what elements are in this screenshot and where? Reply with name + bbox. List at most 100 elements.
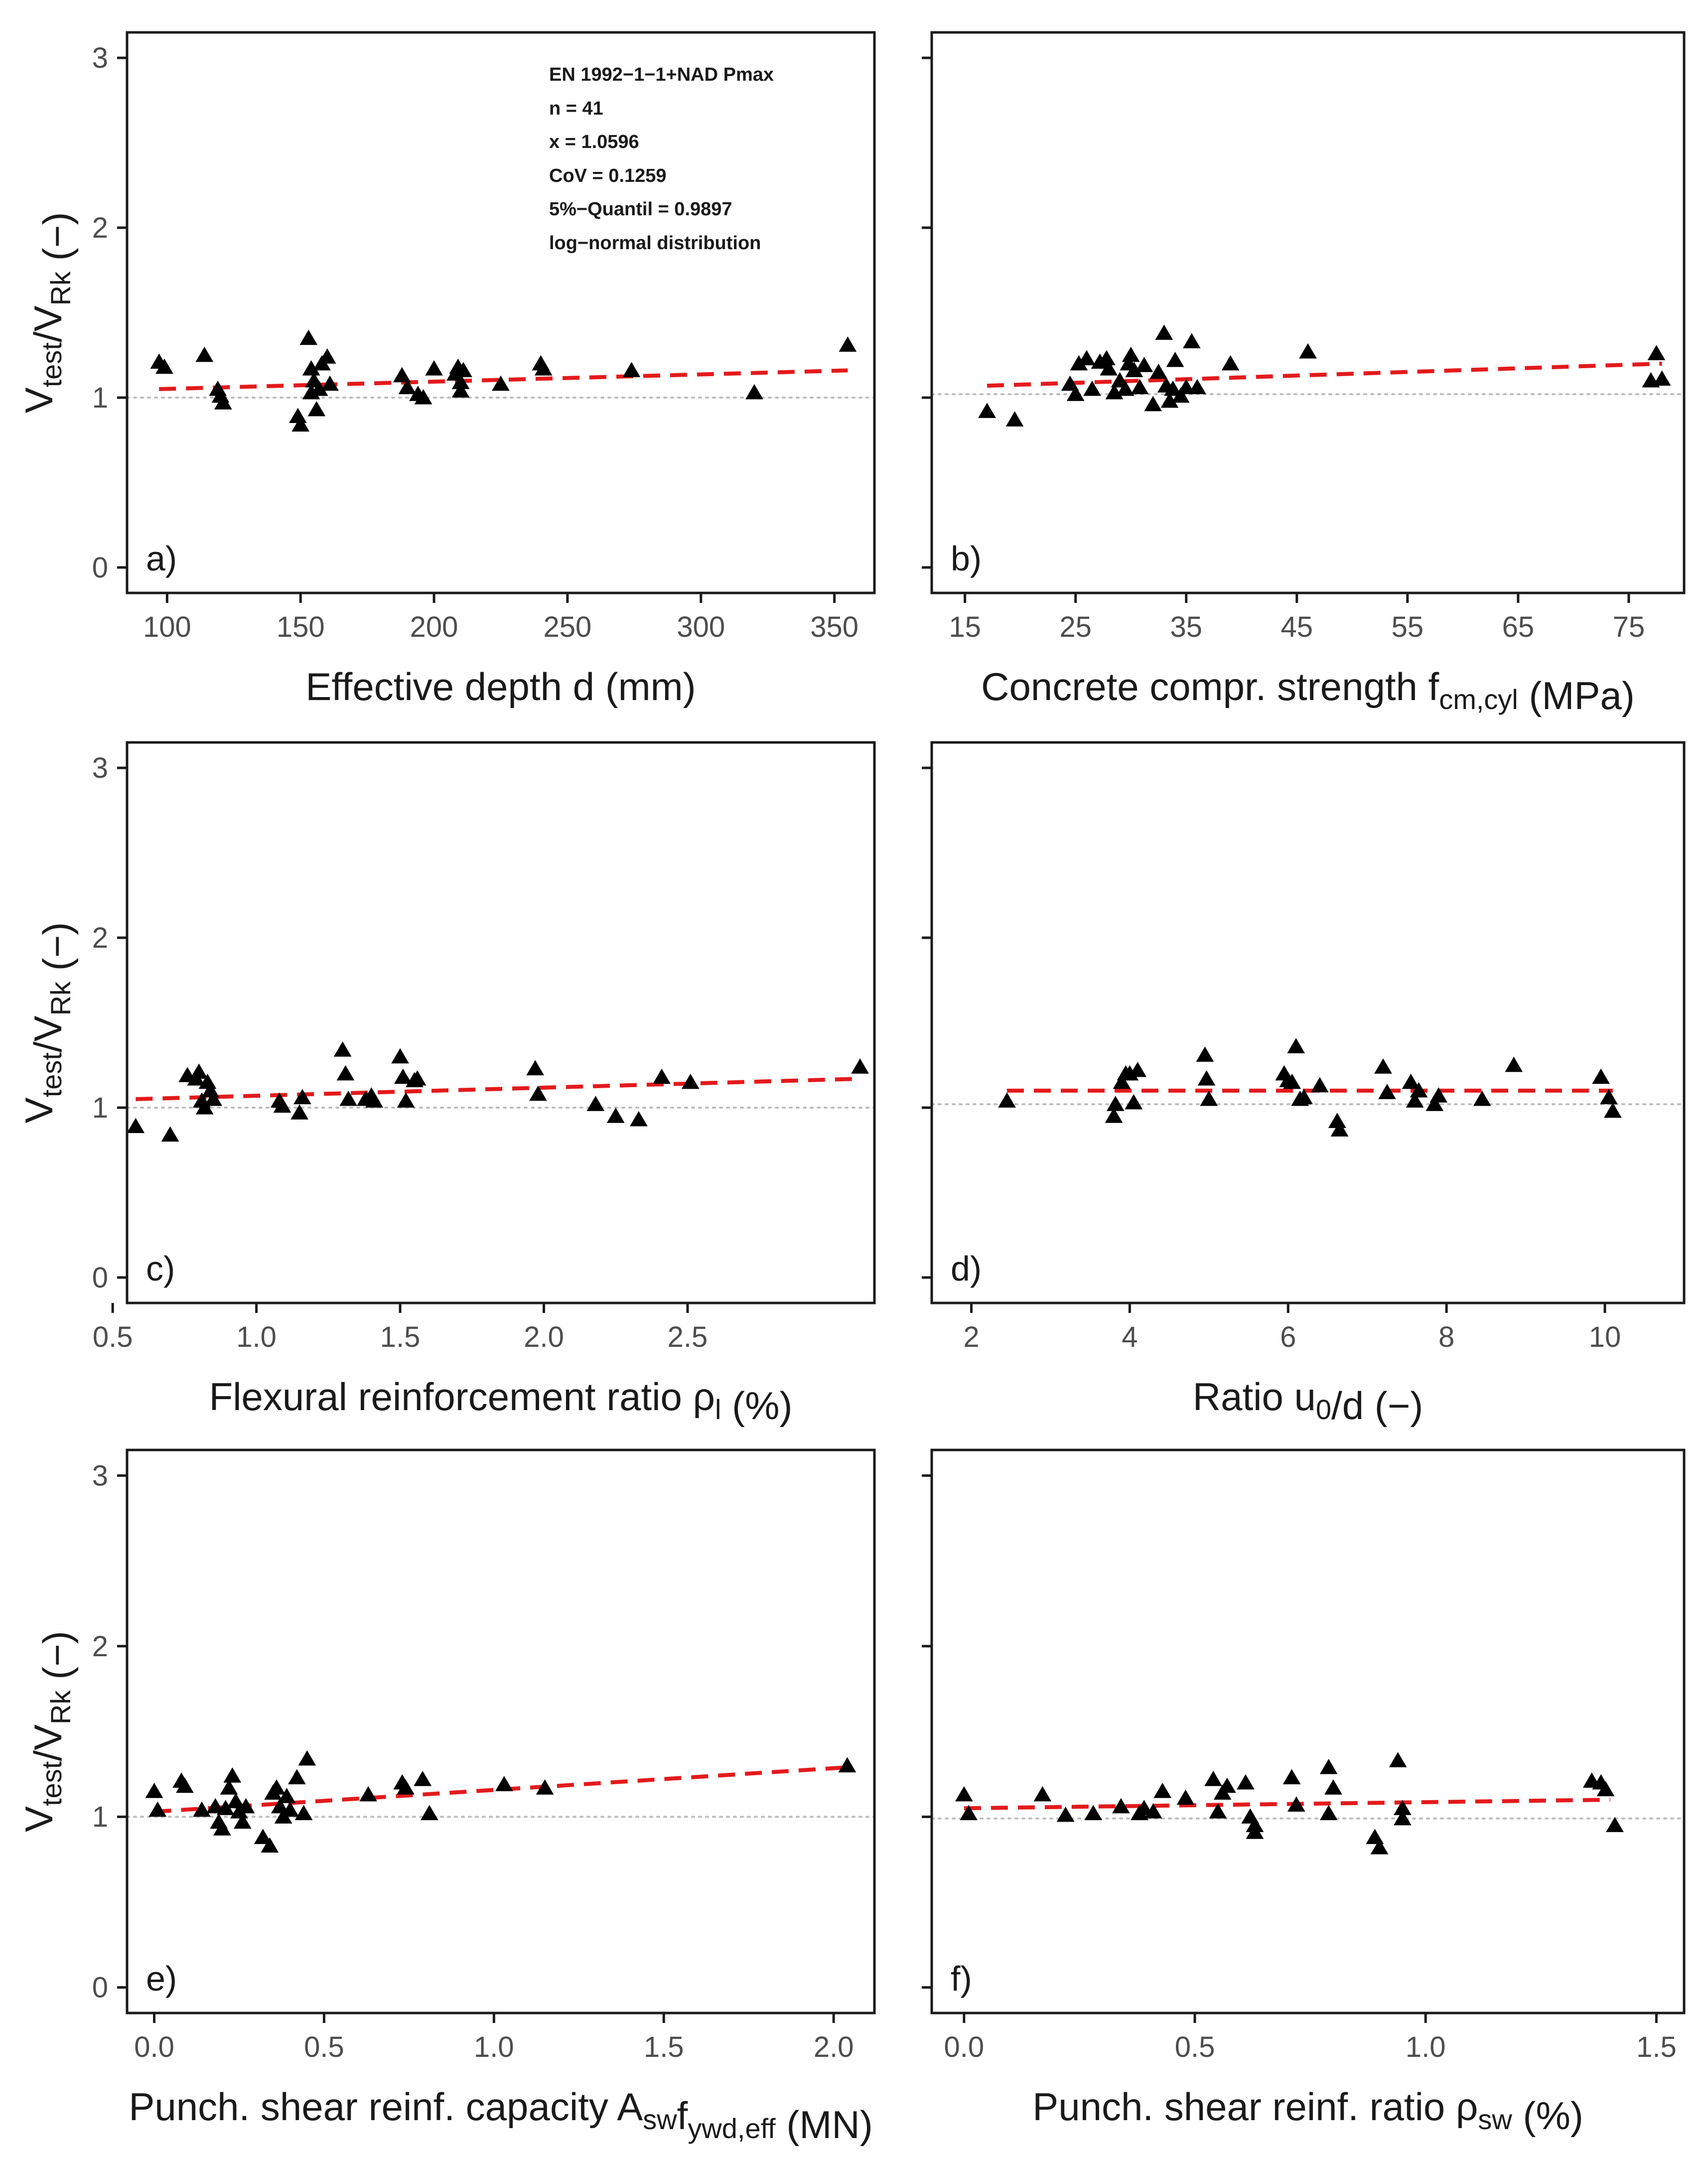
data-points bbox=[145, 1750, 856, 1853]
annotation-line-2: n = 41 bbox=[549, 98, 603, 119]
data-point bbox=[204, 1090, 222, 1106]
data-point bbox=[1122, 346, 1140, 362]
data-point bbox=[1116, 380, 1135, 396]
data-point bbox=[365, 1092, 384, 1108]
x-tick-label: 10 bbox=[1589, 1321, 1621, 1353]
data-point bbox=[1328, 1113, 1346, 1128]
data-point bbox=[195, 346, 214, 362]
data-point bbox=[1366, 1829, 1384, 1844]
x-tick-label: 65 bbox=[1502, 611, 1535, 643]
data-point bbox=[526, 1060, 545, 1076]
data-point bbox=[1246, 1824, 1264, 1839]
data-point bbox=[1410, 1082, 1428, 1098]
data-point bbox=[293, 1089, 311, 1105]
data-point bbox=[254, 1829, 272, 1844]
data-point bbox=[1153, 1782, 1172, 1798]
data-point bbox=[1129, 1061, 1147, 1077]
chart-panel: 0.0 0.5 1.0 1.5 f) Punch. shear reinf. ratio … bbox=[922, 1448, 1686, 2138]
trend-line bbox=[136, 1077, 860, 1101]
data-point bbox=[1113, 1073, 1131, 1089]
data-point bbox=[397, 1092, 415, 1108]
trend-line bbox=[987, 361, 1662, 388]
data-point bbox=[1505, 1056, 1523, 1072]
data-point bbox=[1061, 375, 1079, 391]
data-point bbox=[291, 416, 310, 432]
y-tick-label: 2 bbox=[92, 212, 108, 244]
y-tick-label: 3 bbox=[92, 752, 108, 784]
x-tick-label: 100 bbox=[143, 611, 191, 643]
y-tick-label: 2 bbox=[92, 922, 108, 954]
data-point bbox=[278, 1788, 296, 1803]
data-point bbox=[397, 1779, 415, 1795]
data-point bbox=[1402, 1073, 1420, 1089]
x-tick-label: 25 bbox=[1059, 611, 1092, 643]
panel-frame bbox=[126, 1448, 876, 2015]
data-point bbox=[536, 1779, 554, 1795]
data-point bbox=[321, 375, 339, 391]
data-point bbox=[161, 1126, 179, 1142]
data-point bbox=[190, 1063, 208, 1079]
data-point bbox=[1425, 1096, 1444, 1111]
x-tick-label: 75 bbox=[1613, 611, 1645, 643]
data-point bbox=[1182, 333, 1201, 349]
data-point bbox=[1218, 1777, 1236, 1793]
data-point bbox=[1188, 379, 1206, 395]
data-point bbox=[1200, 1090, 1218, 1106]
data-point bbox=[333, 1041, 352, 1057]
annotation-line-4: CoV = 0.1259 bbox=[549, 165, 667, 186]
data-point bbox=[495, 1776, 513, 1791]
y-axis-title: Vtest/VRk (−) bbox=[17, 922, 79, 1124]
data-point bbox=[1084, 1805, 1103, 1820]
data-point bbox=[529, 1085, 547, 1101]
trend-line bbox=[964, 1797, 1610, 1811]
data-point bbox=[1406, 1092, 1424, 1108]
data-point bbox=[1105, 1108, 1123, 1123]
x-axis-title: Ratio u0/d (−) bbox=[1193, 1375, 1423, 1428]
x-tick-label: 8 bbox=[1438, 1321, 1454, 1353]
data-point bbox=[336, 1065, 355, 1081]
data-point bbox=[1106, 1096, 1125, 1111]
data-point bbox=[1604, 1102, 1622, 1118]
data-point bbox=[838, 1757, 856, 1773]
x-tick-label: 350 bbox=[810, 611, 858, 643]
data-point bbox=[1135, 357, 1153, 372]
data-point bbox=[1221, 355, 1240, 371]
y-axis-title: Vtest/VRk (−) bbox=[17, 1631, 79, 1832]
data-point bbox=[1370, 1839, 1389, 1855]
x-tick-label: 0.0 bbox=[944, 2031, 985, 2063]
x-tick-label: 45 bbox=[1281, 611, 1313, 643]
data-point bbox=[451, 382, 470, 398]
x-tick-label: 1.5 bbox=[644, 2031, 684, 2063]
x-tick-label: 55 bbox=[1392, 611, 1424, 643]
data-point bbox=[268, 1779, 285, 1795]
data-point bbox=[1160, 392, 1179, 408]
y-tick-label: 0 bbox=[92, 1262, 108, 1294]
x-tick-label: 0.0 bbox=[134, 2031, 174, 2063]
panel-frame bbox=[930, 31, 1686, 594]
data-point bbox=[1078, 350, 1096, 366]
x-axis-title: Punch. shear reinf. capacity Aswfywd,eff… bbox=[129, 2085, 872, 2147]
data-point bbox=[261, 1837, 279, 1853]
data-point bbox=[1374, 1058, 1392, 1074]
data-point bbox=[1394, 1810, 1412, 1826]
data-point bbox=[451, 374, 470, 389]
data-point bbox=[1135, 1800, 1153, 1815]
data-point bbox=[1606, 1817, 1624, 1832]
data-point bbox=[216, 1800, 235, 1815]
data-point bbox=[298, 1750, 316, 1766]
x-axis-title: Punch. shear reinf. ratio ρsw (%) bbox=[1032, 2085, 1583, 2138]
data-points bbox=[127, 1041, 869, 1142]
data-point bbox=[289, 408, 307, 424]
data-point bbox=[193, 1801, 211, 1817]
data-point bbox=[339, 1090, 358, 1106]
data-point bbox=[1005, 411, 1024, 427]
panel-label: e) bbox=[146, 1959, 177, 1998]
panel-frame bbox=[126, 31, 876, 594]
data-point bbox=[1125, 1094, 1143, 1110]
x-tick-label: 0.5 bbox=[1175, 2031, 1215, 2063]
annotation-line-6: log−normal distribution bbox=[549, 233, 761, 254]
data-point bbox=[534, 360, 553, 376]
data-point bbox=[227, 1793, 245, 1808]
data-point bbox=[408, 1070, 427, 1086]
x-tick-label: 1.0 bbox=[1406, 2031, 1446, 2063]
